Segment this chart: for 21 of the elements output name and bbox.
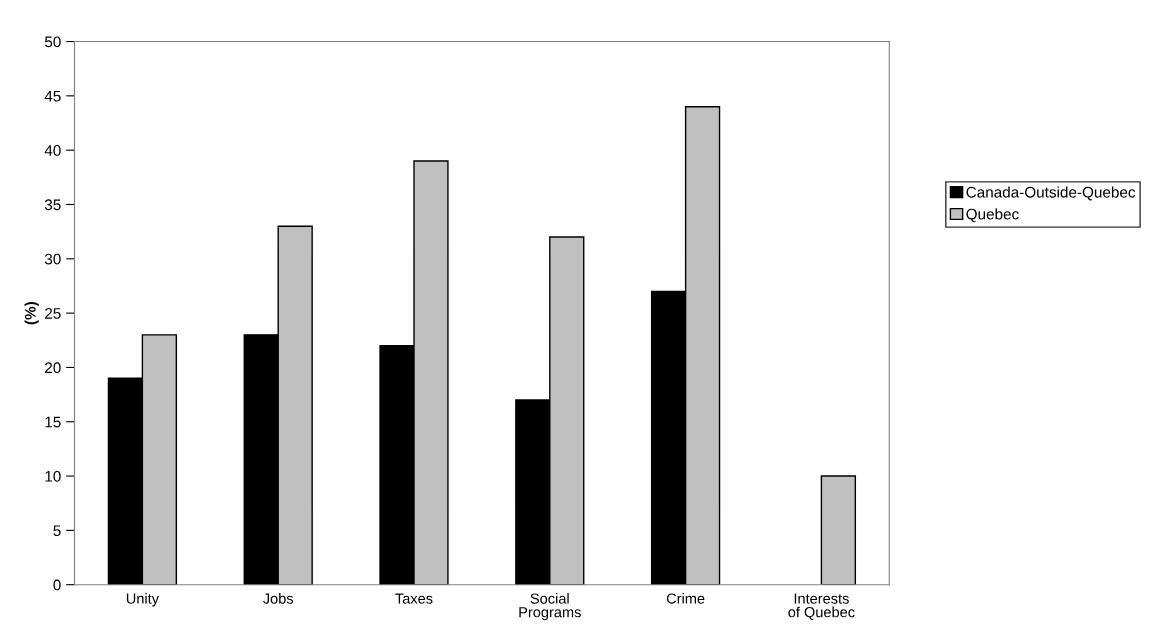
y-tick-label: 25 bbox=[45, 307, 61, 319]
y-tick-label: 15 bbox=[45, 416, 61, 428]
y-axis-title: (%) bbox=[24, 301, 39, 325]
y-tick-label: 30 bbox=[44, 253, 61, 265]
x-tick-label: Interests of Quebec bbox=[788, 593, 855, 620]
x-tick-label: Social Programs bbox=[519, 593, 581, 621]
y-tick-label: 40 bbox=[44, 145, 61, 156]
y-tick-label: 20 bbox=[45, 362, 61, 374]
y-tick-label: 5 bbox=[53, 525, 61, 537]
x-tick-label: Unity bbox=[126, 593, 159, 607]
x-tick-label: Jobs bbox=[263, 593, 294, 604]
y-tick-label: 10 bbox=[45, 470, 61, 482]
y-tick-label: 35 bbox=[44, 199, 61, 211]
legend-label: Canada-Outside-Quebec bbox=[966, 186, 1136, 201]
y-tick-label: 45 bbox=[44, 90, 61, 102]
y-tick-label: 0 bbox=[53, 579, 61, 591]
bar bbox=[820, 475, 857, 585]
x-tick-label: Taxes bbox=[395, 593, 433, 604]
x-tick-label: Crime bbox=[666, 593, 705, 604]
y-tick-label: 50 bbox=[44, 36, 61, 48]
legend-label: Quebec bbox=[966, 208, 1019, 223]
